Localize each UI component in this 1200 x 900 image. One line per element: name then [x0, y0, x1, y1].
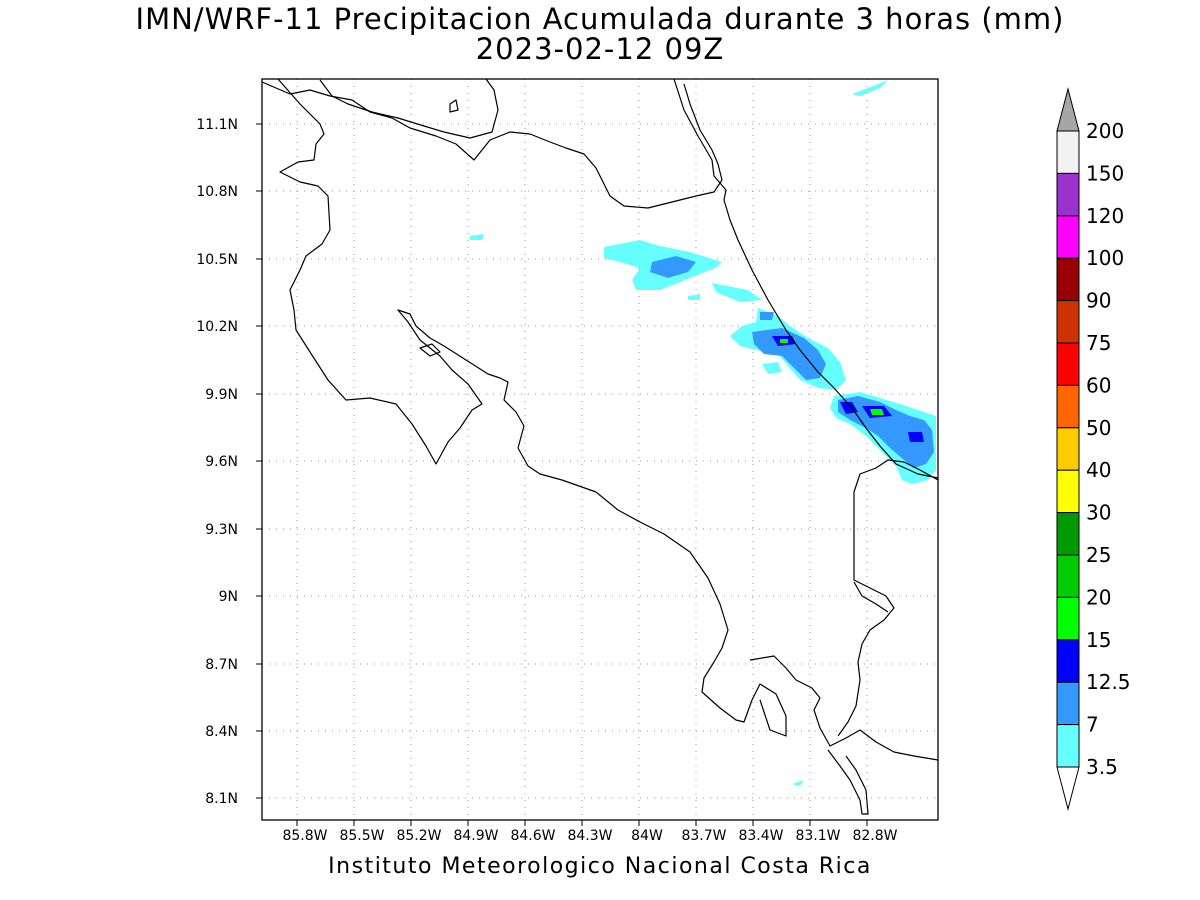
longitude-labels: 85.8W 85.5W 85.2W 84.9W 84.6W 84.3W 84W …	[282, 828, 897, 844]
lat-label: 8.4N	[205, 724, 238, 740]
colorbar-label: 30	[1086, 501, 1111, 525]
colorbar-segment	[1056, 384, 1080, 429]
colorbar-label: 60	[1086, 373, 1111, 397]
lat-label: 9N	[219, 589, 238, 605]
precip-area-3.5mm	[762, 362, 782, 374]
lat-label: 11.1N	[196, 117, 238, 133]
nicaragua-lake-shore	[319, 78, 499, 139]
colorbar-over-arrow	[1056, 87, 1080, 132]
precip-area-7mm	[752, 328, 826, 380]
colorbar-segment	[1056, 427, 1080, 471]
coastlines	[261, 78, 939, 815]
colorbar-under-arrow	[1056, 766, 1080, 811]
lon-label: 84.3W	[567, 828, 612, 844]
colorbar-segment	[1056, 342, 1080, 386]
latitude-labels: 11.1N 10.8N 10.5N 10.2N 9.9N 9.6N 9.3N 9…	[196, 117, 238, 807]
lat-label: 9.6N	[205, 454, 238, 470]
colorbar-segment	[1056, 554, 1080, 598]
caribbean-coastline	[673, 78, 939, 479]
colorbar-label: 90	[1086, 289, 1111, 313]
lon-label: 83.4W	[738, 828, 783, 844]
lon-label: 84.6W	[510, 828, 555, 844]
colorbar-segment	[1056, 596, 1080, 641]
precip-area-7mm	[760, 312, 774, 320]
colorbar: 200 150 120 100 90 75 60 50 40 30 25 20 15 12.5 7 3.5	[1056, 87, 1131, 811]
precip-area-3.5mm	[688, 294, 700, 300]
lon-label: 82.8W	[852, 828, 897, 844]
colorbar-segment	[1056, 681, 1080, 726]
island	[449, 99, 459, 113]
colorbar-label: 20	[1086, 585, 1111, 609]
colorbar-segment	[1056, 300, 1080, 344]
colorbar-segment	[1056, 130, 1080, 174]
caribbean-coast-north	[683, 83, 723, 181]
colorbar-label: 120	[1086, 204, 1124, 228]
precip-area-7mm	[650, 256, 696, 278]
precip-area-15mm	[780, 339, 788, 343]
nicaragua-border	[261, 81, 723, 209]
lon-label: 85.2W	[396, 828, 441, 844]
precip-area-12.5mm	[908, 432, 924, 442]
precip-area-3.5mm	[792, 780, 804, 786]
pacific-coastline	[277, 78, 787, 737]
lon-label: 84.9W	[453, 828, 498, 844]
lat-label: 9.3N	[205, 522, 238, 538]
colorbar-label: 50	[1086, 416, 1111, 440]
colorbar-label: 40	[1086, 458, 1111, 482]
lat-label: 9.9N	[205, 387, 238, 403]
precip-area-7mm	[838, 396, 934, 468]
colorbar-label: 150	[1086, 161, 1124, 185]
lon-label: 83.7W	[681, 828, 726, 844]
osa-peninsula-coast	[749, 655, 939, 761]
colorbar-label: 25	[1086, 543, 1111, 567]
footer-institution: Instituto Meteorologico Nacional Costa R…	[328, 854, 872, 879]
lat-label: 10.8N	[196, 184, 238, 200]
colorbar-segment	[1056, 215, 1080, 259]
colorbar-segment	[1056, 469, 1080, 514]
panama-coast-south	[827, 749, 869, 815]
colorbar-label: 100	[1086, 246, 1124, 270]
lat-label: 10.2N	[196, 319, 238, 335]
panama-border	[837, 459, 939, 737]
map-title: IMN/WRF-11 Precipitacion Acumulada duran…	[135, 2, 1065, 36]
map-grid	[262, 79, 938, 820]
precip-area-3.5mm	[712, 283, 762, 302]
colorbar-segment	[1056, 512, 1080, 556]
colorbar-segment	[1056, 724, 1080, 768]
lon-label: 85.8W	[282, 828, 327, 844]
panama-border-south	[853, 581, 889, 613]
lon-label: 85.5W	[339, 828, 384, 844]
lat-label: 8.1N	[205, 791, 238, 807]
colorbar-label: 12.5	[1086, 670, 1131, 694]
map-subtitle-date: 2023-02-12 09Z	[475, 32, 725, 66]
lat-label: 8.7N	[205, 657, 238, 673]
precip-area-15mm	[870, 409, 884, 415]
colorbar-segment	[1056, 257, 1080, 302]
island	[419, 343, 441, 357]
colorbar-label: 75	[1086, 331, 1111, 355]
lon-label: 83.1W	[795, 828, 840, 844]
colorbar-label: 15	[1086, 628, 1111, 652]
colorbar-label: 3.5	[1086, 755, 1118, 779]
precip-area-3.5mm	[852, 80, 888, 96]
colorbar-segment	[1056, 172, 1080, 217]
axis-ticks	[256, 123, 868, 826]
colorbar-label: 200	[1086, 119, 1124, 143]
colorbar-segment	[1056, 639, 1080, 683]
map-frame	[261, 78, 939, 821]
precip-area-3.5mm	[470, 234, 484, 240]
lat-label: 10.5N	[196, 252, 238, 268]
precipitation-areas	[470, 80, 936, 786]
lon-label: 84W	[631, 828, 663, 844]
colorbar-label: 7	[1086, 713, 1099, 737]
